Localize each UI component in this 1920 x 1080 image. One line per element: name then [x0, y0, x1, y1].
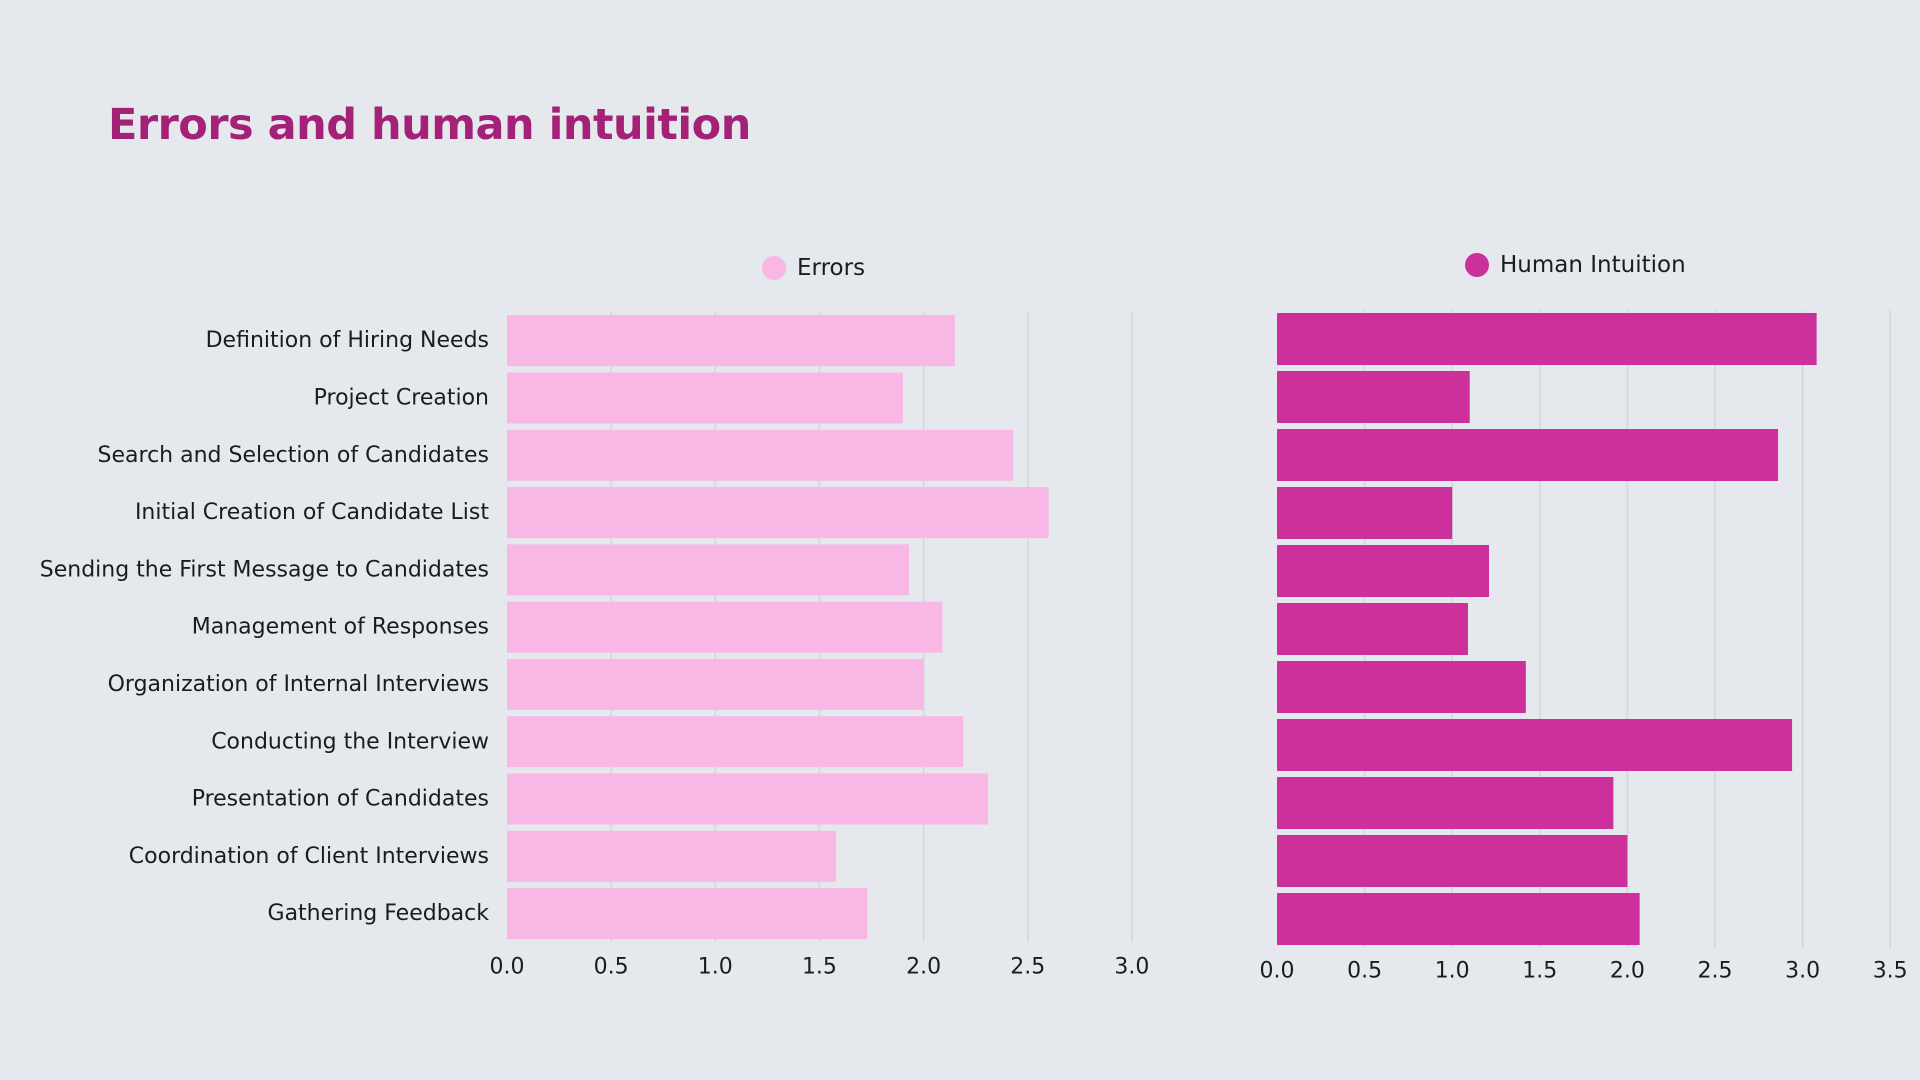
category-label-gathering-feedback: Gathering Feedback [268, 901, 490, 926]
chart-2-tick-label: 1.5 [1522, 959, 1557, 984]
category-label-definition-of-hiring-needs: Definition of Hiring Needs [206, 328, 489, 353]
chart-1-tick-label: 2.0 [906, 955, 941, 980]
category-label-conducting-the-interview: Conducting the Interview [211, 729, 489, 754]
category-label-search-and-selection-of-candidates: Search and Selection of Candidates [98, 443, 489, 468]
chart-2-bar-definition-of-hiring-needs [1277, 313, 1817, 365]
chart-2-bar-sending-the-first-message-to-candidates [1277, 545, 1489, 597]
chart-1-bar-coordination-of-client-interviews [507, 830, 837, 882]
chart-2-bar-presentation-of-candidates [1277, 777, 1614, 829]
chart-2-bar-initial-creation-of-candidate-list [1277, 487, 1453, 539]
chart-1-bar-project-creation [507, 372, 903, 424]
category-label-project-creation: Project Creation [314, 385, 489, 410]
chart-1-tick-label: 1.5 [802, 955, 837, 980]
chart-2-bar-project-creation [1277, 371, 1470, 423]
chart-2-tick-label: 2.5 [1698, 959, 1733, 984]
chart-1-bar-initial-creation-of-candidate-list [507, 487, 1049, 539]
chart-2-bar-organization-of-internal-interviews [1277, 661, 1526, 713]
chart-1-bar-definition-of-hiring-needs [507, 315, 955, 367]
chart-1-legend-label: Errors [797, 255, 865, 281]
chart-2-tick-label: 3.0 [1785, 959, 1820, 984]
chart-1-legend-swatch-icon [762, 256, 786, 280]
chart-2-bar-search-and-selection-of-candidates [1277, 429, 1779, 481]
chart-2-bar-management-of-responses [1277, 603, 1468, 655]
chart-2-tick-label: 1.0 [1435, 959, 1470, 984]
chart-2-bar-gathering-feedback [1277, 893, 1640, 945]
chart-1-tick-label: 2.5 [1010, 955, 1045, 980]
category-label-coordination-of-client-interviews: Coordination of Client Interviews [129, 844, 489, 869]
category-label-sending-the-first-message-to-candidates: Sending the First Message to Candidates [40, 557, 489, 582]
chart-1-bar-gathering-feedback [507, 888, 868, 940]
chart-2-legend-swatch-icon [1465, 253, 1489, 277]
chart-2-tick-label: 0.5 [1347, 959, 1382, 984]
chart-1-tick-label: 1.0 [698, 955, 733, 980]
chart-1-tick-label: 0.0 [490, 955, 525, 980]
chart-1-bar-search-and-selection-of-candidates [507, 429, 1014, 481]
chart-2-bar-conducting-the-interview [1277, 719, 1793, 771]
page-title: Errors and human intuition [108, 100, 751, 150]
category-label-organization-of-internal-interviews: Organization of Internal Interviews [108, 672, 489, 697]
chart-1-bar-conducting-the-interview [507, 716, 964, 768]
chart-2-legend-label: Human Intuition [1500, 252, 1686, 278]
category-label-presentation-of-candidates: Presentation of Candidates [192, 787, 489, 812]
chart-1-bar-presentation-of-candidates [507, 773, 989, 825]
chart-1-bar-organization-of-internal-interviews [507, 658, 924, 710]
chart-1-bar-management-of-responses [507, 601, 943, 653]
chart-2-bar-coordination-of-client-interviews [1277, 835, 1628, 887]
chart-1-tick-label: 0.5 [594, 955, 629, 980]
chart-1-bar-sending-the-first-message-to-candidates [507, 544, 910, 596]
category-label-management-of-responses: Management of Responses [192, 615, 489, 640]
chart-2-tick-label: 2.0 [1610, 959, 1645, 984]
chart-2-tick-label: 0.0 [1260, 959, 1295, 984]
chart-2-tick-label: 3.5 [1873, 959, 1908, 984]
chart-1-tick-label: 3.0 [1114, 955, 1149, 980]
category-label-initial-creation-of-candidate-list: Initial Creation of Candidate List [135, 500, 489, 525]
